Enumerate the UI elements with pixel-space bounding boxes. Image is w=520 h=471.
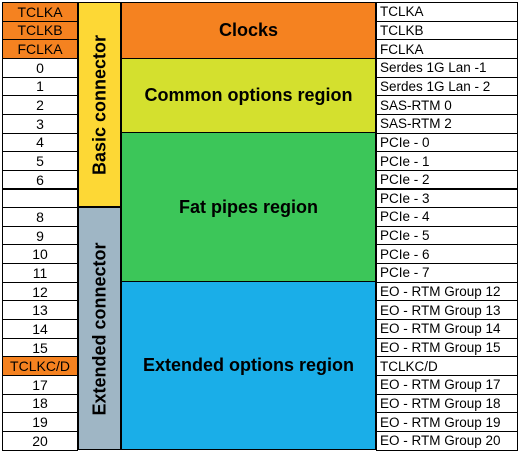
left-pin-cell: 17 <box>2 375 78 395</box>
left-pin-cell: 8 <box>2 207 78 227</box>
left-pin-cell: 18 <box>2 393 78 414</box>
left-pin-cell: 0 <box>2 57 78 78</box>
right-signal-cell: TCLKA <box>376 2 518 22</box>
right-signal-cell: Serdes 1G Lan - 2 <box>376 76 518 97</box>
right-signal-cell: PCIe - 3 <box>376 188 518 209</box>
right-signal-cell: SAS-RTM 0 <box>376 95 518 115</box>
left-pin-cell: 4 <box>2 132 78 153</box>
clocks-region-label: Clocks <box>218 20 279 40</box>
right-signal-cell: FCLKA <box>376 39 518 59</box>
left-pin-cell: 10 <box>2 244 78 265</box>
common-options-region: Common options region <box>121 58 376 133</box>
right-signal-cell: EO - RTM Group 14 <box>376 319 518 339</box>
left-pin-cell <box>2 188 78 209</box>
left-pin-cell: 15 <box>2 337 78 358</box>
extended-options-region-label: Extended options region <box>142 355 354 375</box>
right-signal-cell: EO - RTM Group 19 <box>376 412 518 432</box>
left-pin-cell: 5 <box>2 151 78 171</box>
fat-pipes-region: Fat pipes region <box>121 132 376 282</box>
left-pin-cell: 1 <box>2 76 78 97</box>
right-signal-cell: PCIe - 4 <box>376 207 518 227</box>
left-pin-cell: TCLKC/D <box>2 356 78 376</box>
right-signal-cell: EO - RTM Group 12 <box>376 281 518 302</box>
right-signal-cell: EO - RTM Group 13 <box>376 300 518 321</box>
right-signal-cell: EO - RTM Group 15 <box>376 337 518 358</box>
right-signal-cell: Serdes 1G Lan -1 <box>376 57 518 78</box>
extended-connector-label: Extended connector <box>89 241 109 416</box>
right-signal-cell: EO - RTM Group 18 <box>376 393 518 414</box>
right-signal-cell: PCIe - 1 <box>376 151 518 171</box>
left-pin-cell: 9 <box>2 225 78 246</box>
right-signal-cell: PCIe - 7 <box>376 263 518 283</box>
left-pin-cell: 14 <box>2 319 78 339</box>
basic-connector-bar: Basic connector <box>78 2 121 207</box>
common-options-region-label: Common options region <box>144 85 353 105</box>
right-signal-cell: PCIe - 6 <box>376 244 518 265</box>
left-pin-cell: 20 <box>2 430 78 451</box>
right-signal-cell: SAS-RTM 2 <box>376 113 518 134</box>
left-pin-cell: 12 <box>2 281 78 302</box>
right-signal-cell: TCLKC/D <box>376 356 518 376</box>
right-signal-cell: PCIe - 5 <box>376 225 518 246</box>
left-pin-cell: TCLKA <box>2 2 78 22</box>
extended-options-region: Extended options region <box>121 281 376 450</box>
left-pin-cell: FCLKA <box>2 39 78 59</box>
left-pin-cell: 19 <box>2 412 78 432</box>
left-pin-cell: 13 <box>2 300 78 321</box>
left-pin-cell: 11 <box>2 263 78 283</box>
right-signal-cell: PCIe - 2 <box>376 169 518 190</box>
fat-pipes-region-label: Fat pipes region <box>178 196 319 217</box>
right-signal-cell: PCIe - 0 <box>376 132 518 153</box>
left-pin-cell: TCLKB <box>2 20 78 41</box>
basic-connector-label: Basic connector <box>89 34 109 175</box>
right-signal-cell: TCLKB <box>376 20 518 41</box>
extended-connector-bar: Extended connector <box>78 207 121 450</box>
left-pin-cell: 3 <box>2 113 78 134</box>
right-signal-cell: EO - RTM Group 20 <box>376 430 518 451</box>
clocks-region: Clocks <box>121 2 376 59</box>
left-pin-cell: 2 <box>2 95 78 115</box>
left-pin-cell: 6 <box>2 169 78 190</box>
right-signal-cell: EO - RTM Group 17 <box>376 375 518 395</box>
